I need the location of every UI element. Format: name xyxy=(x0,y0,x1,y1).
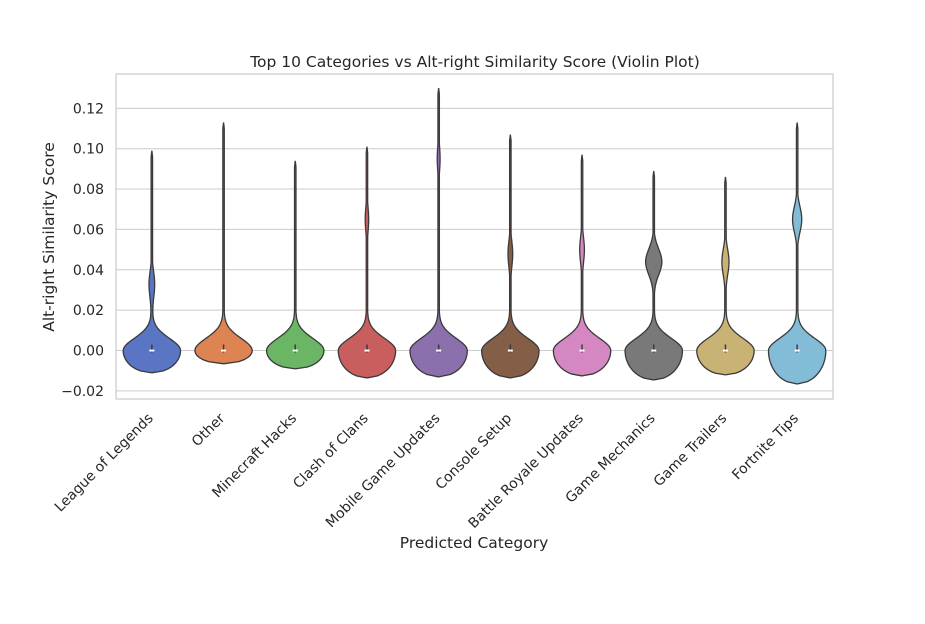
violin-shape xyxy=(481,134,540,379)
x-tick-label: Clash of Clans xyxy=(290,411,371,492)
x-tick-label: Fortnite Tips xyxy=(729,411,802,484)
violin-shape xyxy=(337,146,397,379)
y-tick-label: −0.02 xyxy=(61,384,104,400)
x-tick-label: League of Legends xyxy=(52,411,157,516)
chart-title: Top 10 Categories vs Alt-right Similarit… xyxy=(249,53,700,71)
y-tick-label: 0.12 xyxy=(73,101,104,117)
y-tick-label: 0.06 xyxy=(73,222,104,238)
x-tick-label: Console Setup xyxy=(433,410,516,493)
x-tick-label: Battle Royale Updates xyxy=(466,411,587,532)
x-tick-label: Other xyxy=(189,410,229,450)
violin-shape xyxy=(624,170,684,381)
violin-shape xyxy=(767,122,827,385)
y-tick-label: 0.02 xyxy=(73,303,104,319)
violin-shape xyxy=(552,154,612,377)
violin-shape xyxy=(122,150,182,374)
violin-shape xyxy=(265,160,325,370)
violins xyxy=(122,88,827,385)
x-tick-label: Game Trailers xyxy=(651,411,730,490)
y-tick-label: 0.10 xyxy=(73,142,104,158)
violin-shape xyxy=(409,88,468,378)
y-axis-label: Alt-right Similarity Score xyxy=(40,142,58,332)
y-tick-label: 0.08 xyxy=(73,182,104,198)
plot-frame xyxy=(115,73,834,400)
violin-shape xyxy=(194,122,253,365)
x-axis-label: Predicted Category xyxy=(400,534,549,552)
violin-shape xyxy=(696,176,755,376)
y-tick-label: 0.04 xyxy=(73,263,104,279)
y-tick-label: 0.00 xyxy=(73,344,104,360)
y-tick-labels: −0.02 0.00 0.02 0.04 0.06 0.08 0.10 0.12 xyxy=(61,101,104,400)
